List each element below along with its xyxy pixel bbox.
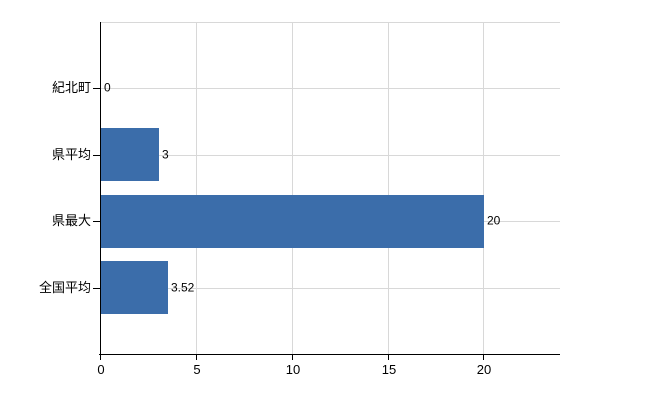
category-label: 県平均 — [51, 147, 91, 162]
vertical-gridline — [292, 22, 293, 354]
x-tick-label: 5 — [193, 362, 201, 377]
x-axis-line — [99, 354, 560, 355]
category-label: 紀北町 — [51, 80, 91, 95]
x-tick-label: 20 — [476, 362, 492, 377]
category-gridline — [100, 288, 560, 289]
vertical-gridline — [388, 22, 389, 354]
vertical-gridline — [483, 22, 484, 354]
y-axis-tickmark — [93, 155, 100, 156]
bar — [101, 261, 168, 314]
y-axis-tickmark — [93, 288, 100, 289]
category-gridline — [100, 155, 560, 156]
bar-value-label: 20 — [487, 213, 501, 228]
x-tick-label: 0 — [97, 362, 105, 377]
x-axis-tickmark — [196, 354, 197, 360]
bar-value-label: 3 — [162, 147, 169, 162]
y-axis-tickmark — [93, 88, 100, 89]
plot-top-gridline — [100, 22, 560, 23]
x-axis-tickmark — [388, 354, 389, 360]
category-label: 全国平均 — [38, 280, 91, 295]
bar — [101, 195, 484, 248]
bar-value-label: 0 — [104, 80, 111, 95]
category-label: 県最大 — [51, 213, 91, 228]
x-tick-label: 15 — [381, 362, 397, 377]
y-axis-tickmark — [93, 221, 100, 222]
x-tick-label: 10 — [285, 362, 301, 377]
bar — [101, 128, 159, 181]
category-gridline — [100, 88, 560, 89]
y-axis-line — [100, 22, 101, 360]
bar-value-label: 3.52 — [171, 280, 195, 295]
x-axis-tickmark — [483, 354, 484, 360]
x-axis-tickmark — [100, 354, 101, 360]
vertical-gridline — [196, 22, 197, 354]
x-axis-tickmark — [292, 354, 293, 360]
